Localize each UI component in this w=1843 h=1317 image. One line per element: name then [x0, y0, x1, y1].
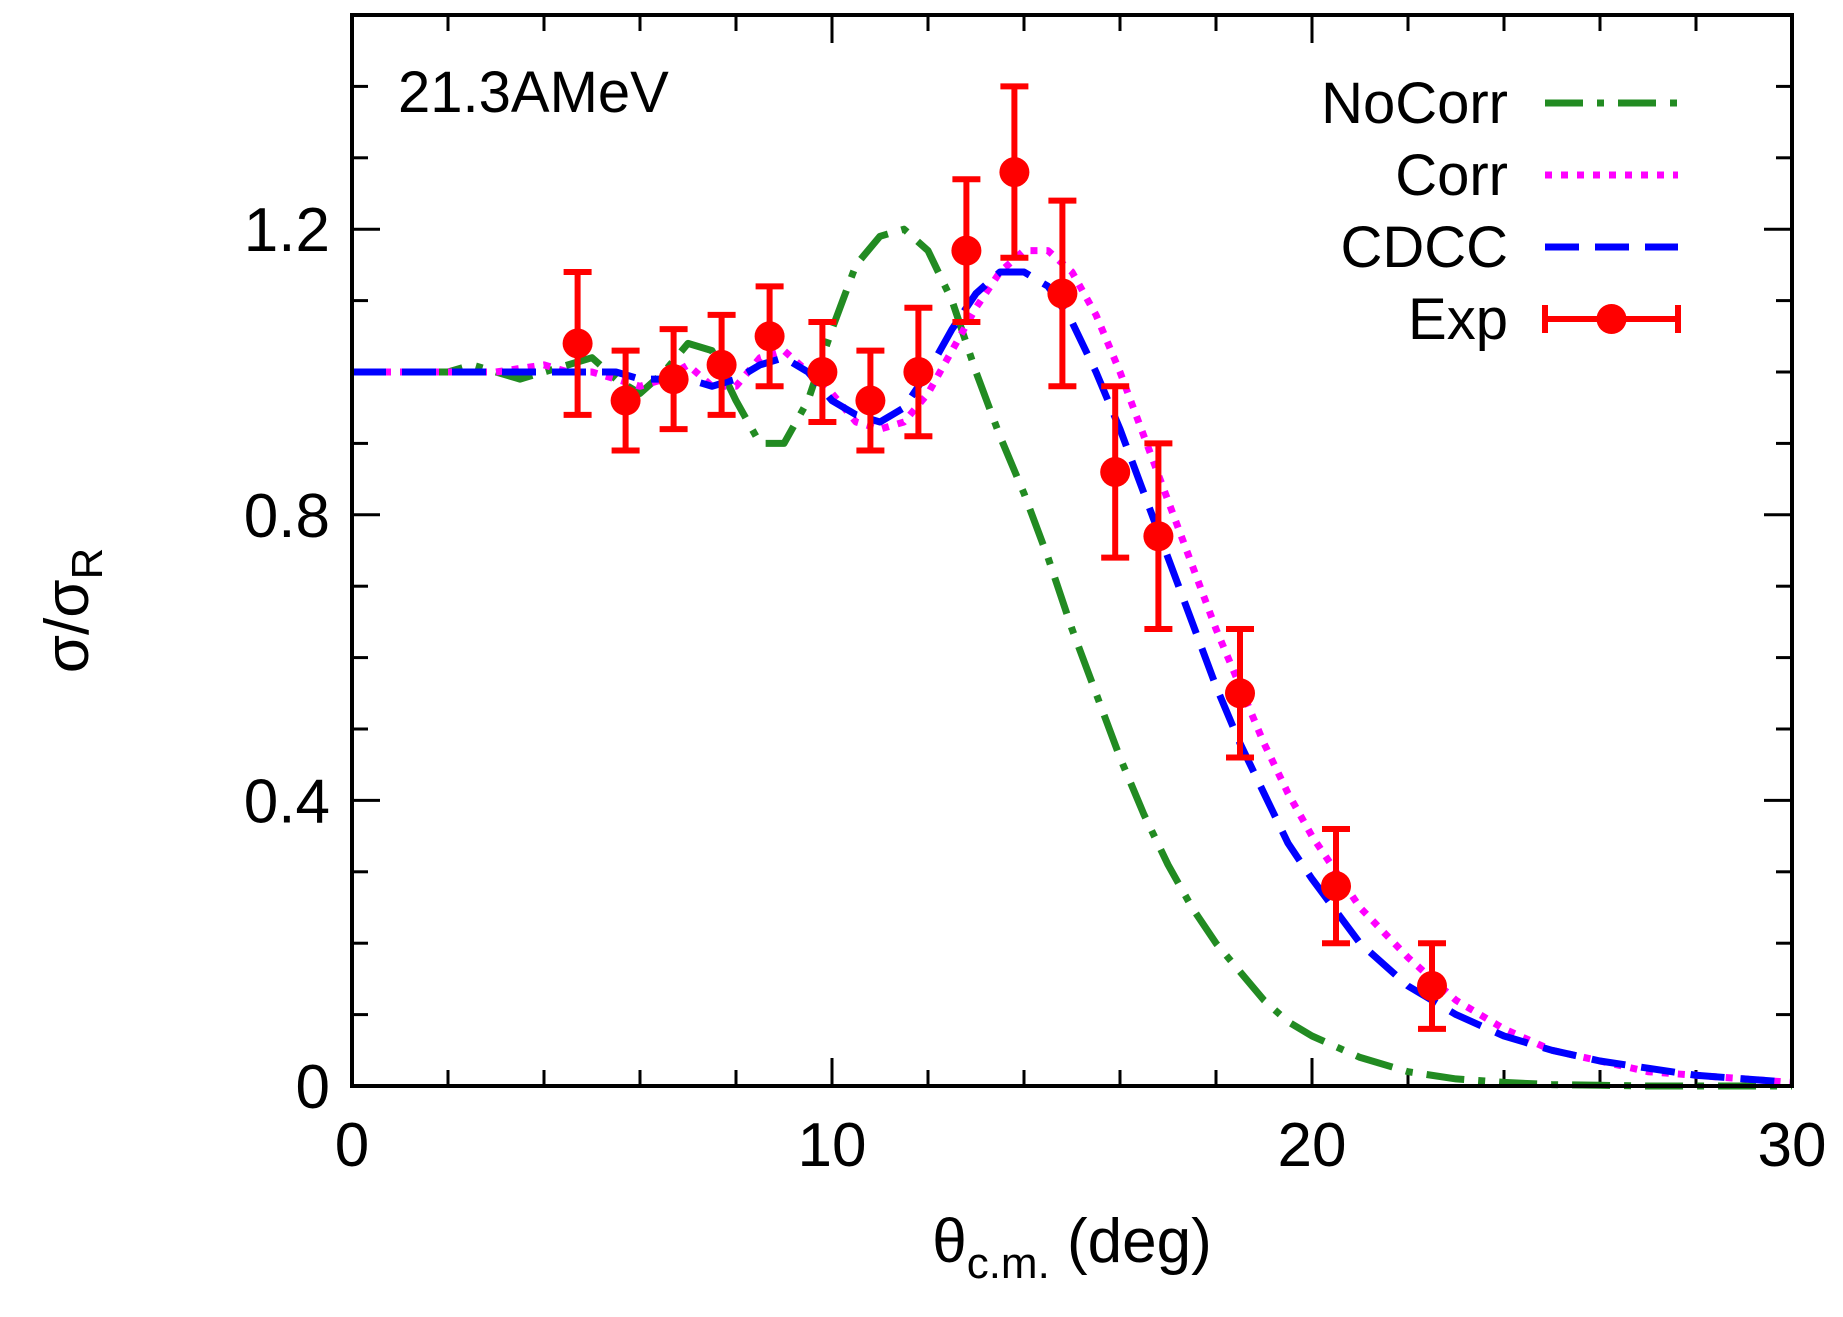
exp-marker [1143, 521, 1174, 552]
exp-point [903, 304, 934, 440]
exp-marker [1321, 871, 1351, 902]
energy-annotation: 21.3AMeV [398, 60, 669, 125]
x-axis-label: θc.m. (deg) [932, 1207, 1212, 1288]
exp-marker [807, 357, 838, 387]
y-tick-label: 1.2 [244, 196, 330, 265]
x-tick-label: 0 [335, 1111, 369, 1180]
exp-point [855, 347, 886, 454]
exp-marker [903, 357, 934, 387]
x-tick-label: 20 [1278, 1111, 1347, 1180]
y-axis-label-subscript: R [63, 548, 112, 580]
exp-marker [754, 321, 785, 352]
x-tick-label: 10 [798, 1111, 867, 1180]
exp-point [999, 83, 1030, 261]
exp-point [706, 311, 737, 418]
exp-marker [562, 328, 593, 359]
y-tick-label: 0.4 [244, 767, 330, 836]
exp-marker [706, 349, 737, 380]
tick-labels: 0 10 20 30 0 0.4 0.8 1.2 [244, 196, 1827, 1180]
legend-entry-exp: Exp [1408, 287, 1681, 352]
exp-point [610, 347, 641, 454]
x-axis-label-main: θ [932, 1207, 966, 1276]
legend-entry-cdcc: CDCC [1340, 215, 1678, 280]
exp-marker [951, 235, 982, 266]
exp-point [1047, 197, 1078, 390]
legend-exp-marker [1596, 304, 1627, 334]
exp-point [1417, 940, 1447, 1032]
exp-point [1143, 440, 1174, 633]
experimental-points [562, 83, 1447, 1032]
exp-point [562, 269, 593, 418]
legend-entry-corr: Corr [1395, 143, 1678, 208]
legend-entry-nocorr: NoCorr [1321, 71, 1678, 136]
legend-label: NoCorr [1321, 71, 1508, 136]
exp-point [658, 326, 689, 433]
y-tick-label: 0 [296, 1053, 330, 1122]
exp-marker [1047, 278, 1078, 309]
exp-point [951, 176, 982, 326]
y-axis-label: σ/σR [33, 548, 112, 674]
minor-ticks [352, 13, 1792, 1086]
legend-label: Corr [1395, 143, 1508, 208]
series-line-nocorr [352, 225, 1792, 1090]
exp-marker [1100, 456, 1131, 487]
exp-point [1321, 825, 1351, 947]
major-ticks [350, 15, 1794, 1088]
x-axis-label-subscript: c.m. [967, 1239, 1050, 1288]
legend-label: CDCC [1340, 215, 1508, 280]
exp-point [1225, 626, 1255, 761]
legend: NoCorr Corr CDCC Exp [1321, 71, 1681, 352]
y-axis-label-main: σ/σ [33, 580, 102, 674]
exp-point [1100, 383, 1131, 561]
exp-marker [610, 385, 641, 416]
legend-label: Exp [1408, 287, 1508, 352]
exp-marker [658, 364, 689, 395]
y-tick-label: 0.8 [244, 482, 330, 551]
x-axis-label-unit: (deg) [1050, 1207, 1212, 1276]
exp-marker [1417, 971, 1447, 1002]
series-lines [352, 225, 1793, 1090]
exp-point [754, 283, 785, 390]
exp-marker [999, 157, 1030, 188]
x-tick-label: 30 [1758, 1111, 1827, 1180]
plot-frame [350, 13, 1794, 1088]
exp-marker [855, 385, 886, 416]
exp-point [807, 319, 838, 425]
exp-marker [1225, 678, 1255, 709]
series-line-cdcc [352, 268, 1793, 1086]
